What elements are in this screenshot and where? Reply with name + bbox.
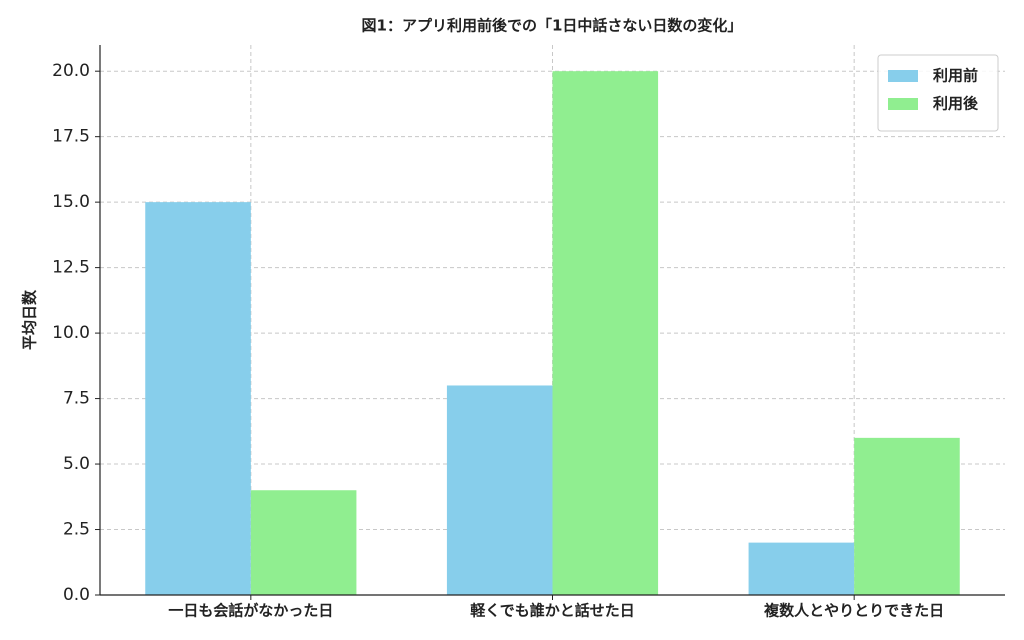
y-tick-label: 12.5 <box>52 258 90 278</box>
x-tick-label: 複数人とやりとりできた日 <box>763 602 944 620</box>
bar <box>446 385 553 595</box>
y-tick-label: 15.0 <box>52 192 90 212</box>
bar <box>145 202 251 595</box>
y-tick-label: 20.0 <box>52 61 90 81</box>
y-tick-label: 10.0 <box>52 323 90 343</box>
y-tick-label: 17.5 <box>52 127 90 147</box>
y-tick-label: 0.0 <box>63 585 90 605</box>
legend-label: 利用前 <box>933 67 978 85</box>
y-tick-label: 2.5 <box>63 520 90 540</box>
y-tick-label: 7.5 <box>63 389 90 409</box>
y-tick-label: 5.0 <box>63 454 90 474</box>
x-tick-label: 軽くでも誰かと話せた日 <box>470 602 635 620</box>
x-tick-label: 一日も会話がなかった日 <box>168 602 333 620</box>
legend-swatch <box>888 98 918 110</box>
chart-title: 図1：アプリ利用前後での「1日中話さない日数の変化」 <box>362 17 743 35</box>
bar <box>552 71 659 595</box>
bar <box>250 490 357 595</box>
bar <box>854 437 960 595</box>
y-axis-label: 平均日数 <box>21 289 39 350</box>
bar <box>748 542 855 595</box>
legend-label: 利用後 <box>933 95 979 113</box>
legend-swatch <box>888 70 918 82</box>
